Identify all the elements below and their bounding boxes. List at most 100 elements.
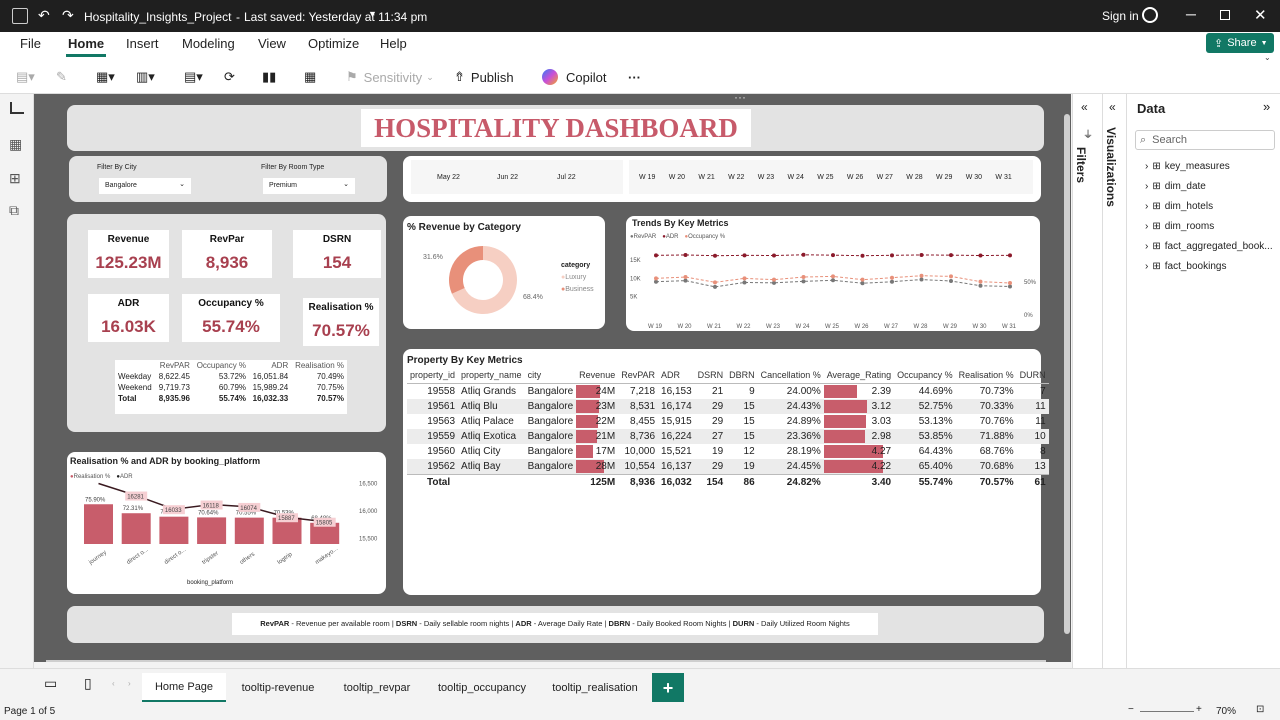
close-icon[interactable]: ✕ xyxy=(1254,7,1267,24)
table-view-icon[interactable]: ▦ xyxy=(9,136,23,152)
maximize-icon[interactable] xyxy=(1220,10,1230,20)
column-header[interactable]: ADR xyxy=(658,367,695,384)
week-item[interactable]: W 28 xyxy=(906,174,923,181)
column-header[interactable]: DURN xyxy=(1016,367,1049,384)
format-painter-icon[interactable]: ✎ xyxy=(56,69,67,84)
transform-icon[interactable]: ▥▾ xyxy=(136,69,155,84)
table-row[interactable]: 19563 Atliq Palace Bangalore 22M 8,455 15,915… xyxy=(407,414,1049,429)
tab-home-page[interactable]: Home Page xyxy=(142,673,226,703)
save-icon[interactable] xyxy=(12,8,28,24)
kpi-revenue[interactable]: Revenue 125.23M xyxy=(88,230,169,278)
legend-business[interactable]: ●Business xyxy=(561,286,594,293)
paste-icon[interactable]: ▤▾ xyxy=(16,69,35,84)
bar-6[interactable] xyxy=(310,522,340,544)
column-header[interactable]: RevPAR xyxy=(618,367,659,384)
tab-scroll-left-icon[interactable]: ‹ xyxy=(112,679,115,688)
table-row[interactable]: 19561 Atliq Blu Bangalore 23M 8,531 16,174 29 1… xyxy=(407,399,1049,414)
week-item[interactable]: W 20 xyxy=(668,174,686,181)
mobile-view-icon[interactable]: ▯ xyxy=(84,675,92,691)
data-point[interactable] xyxy=(949,253,953,258)
sign-in-link[interactable]: Sign in xyxy=(1102,9,1139,23)
data-point[interactable] xyxy=(831,274,835,279)
week-item[interactable]: W 19 xyxy=(639,174,656,181)
data-point[interactable] xyxy=(772,277,776,282)
legend-occupancy[interactable]: ●Occupancy % xyxy=(684,234,725,240)
table-dim_hotels[interactable]: › ⊞ dim_hotels xyxy=(1145,201,1213,212)
week-item[interactable]: W 23 xyxy=(757,174,775,181)
kpi-occupancy[interactable]: Occupancy % 55.74% xyxy=(182,294,280,342)
minimize-icon[interactable]: ─ xyxy=(1186,6,1196,22)
city-filter-dropdown[interactable]: Bangalore ⌄ xyxy=(99,178,191,194)
undo-icon[interactable]: ↶ xyxy=(38,7,50,23)
tab-tooltip-revenue[interactable]: tooltip-revenue xyxy=(241,682,315,694)
bar-2[interactable] xyxy=(159,516,189,544)
menu-file[interactable]: File xyxy=(20,36,41,51)
table-fact_bookings[interactable]: › ⊞ fact_bookings xyxy=(1145,261,1226,272)
get-data-icon[interactable]: ▦▾ xyxy=(96,69,115,84)
column-header[interactable]: Realisation % xyxy=(955,367,1017,384)
column-header[interactable]: city xyxy=(524,367,577,384)
week-item[interactable]: W 27 xyxy=(876,174,893,181)
data-point[interactable] xyxy=(742,276,747,281)
column-header[interactable]: DSRN xyxy=(694,367,727,384)
visual-more-icon[interactable]: ··· xyxy=(734,90,746,104)
data-point[interactable] xyxy=(860,277,865,282)
column-header[interactable]: Cancellation % xyxy=(757,367,824,384)
data-point[interactable] xyxy=(1008,280,1012,285)
sensitivity-button[interactable]: ⚑ Sensitivity ⌄ xyxy=(346,66,434,88)
week-item[interactable]: W 29 xyxy=(936,174,953,181)
expand-icon[interactable]: » xyxy=(1263,99,1271,114)
legend-adr[interactable]: ●ADR xyxy=(662,234,678,240)
data-point[interactable] xyxy=(831,278,835,283)
data-point[interactable] xyxy=(1008,253,1012,258)
data-point[interactable] xyxy=(742,253,747,258)
data-point[interactable] xyxy=(713,284,717,289)
data-point[interactable] xyxy=(919,252,924,257)
data-point[interactable] xyxy=(860,281,865,286)
data-point[interactable] xyxy=(683,275,688,280)
tab-scroll-right-icon[interactable]: › xyxy=(128,679,131,688)
data-point[interactable] xyxy=(978,283,983,288)
add-page-button[interactable]: + xyxy=(652,673,684,703)
column-header[interactable]: property_id xyxy=(407,367,459,384)
fit-page-icon[interactable]: ⊡ xyxy=(1256,704,1265,715)
column-header[interactable]: RevPAR xyxy=(159,361,190,370)
donut-slice-business[interactable] xyxy=(449,246,483,294)
table-fact_aggregated_book[interactable]: › ⊞ fact_aggregated_book... xyxy=(1145,241,1273,252)
data-point[interactable] xyxy=(978,253,983,258)
desktop-view-icon[interactable]: ▭ xyxy=(44,675,58,691)
collapse-ribbon-icon[interactable]: ⌄ xyxy=(1264,53,1271,62)
month-item[interactable]: Jun 22 xyxy=(497,174,519,181)
week-item[interactable]: W 22 xyxy=(728,174,745,181)
data-point[interactable] xyxy=(654,276,658,281)
dax-query-icon[interactable]: ⧉ xyxy=(9,202,19,218)
bar-0[interactable] xyxy=(84,504,113,544)
donut-slice-luxury[interactable] xyxy=(451,246,517,314)
bar-1[interactable] xyxy=(121,513,151,544)
data-point[interactable] xyxy=(919,273,924,278)
data-point[interactable] xyxy=(890,275,894,280)
data-point[interactable] xyxy=(890,279,894,284)
week-item[interactable]: W 25 xyxy=(817,174,834,181)
column-header[interactable]: Occupancy % xyxy=(196,361,247,370)
data-point[interactable] xyxy=(772,280,776,285)
report-view-icon[interactable] xyxy=(10,102,24,114)
visualizations-label[interactable]: Visualizations xyxy=(1103,127,1118,207)
legend-luxury[interactable]: ●Luxury xyxy=(561,274,586,281)
data-point[interactable] xyxy=(713,280,717,285)
month-item[interactable]: Jul 22 xyxy=(557,174,576,181)
month-item[interactable]: May 22 xyxy=(437,174,460,181)
data-point[interactable] xyxy=(949,279,953,283)
tab-tooltip-occupancy[interactable]: tooltip_occupancy xyxy=(437,682,527,694)
collapse-viz-icon[interactable]: « xyxy=(1109,100,1116,114)
menu-help[interactable]: Help xyxy=(380,36,407,51)
menu-home[interactable]: Home xyxy=(66,36,107,57)
data-point[interactable] xyxy=(949,274,953,279)
collapse-filters-icon[interactable]: « xyxy=(1081,100,1088,114)
model-view-icon[interactable]: ⊞ xyxy=(9,170,21,186)
publish-button[interactable]: ⇮ Publish xyxy=(454,66,514,88)
vertical-scrollbar[interactable] xyxy=(1064,114,1070,634)
data-point[interactable] xyxy=(890,253,894,258)
menu-view[interactable]: View xyxy=(258,36,286,51)
chevron-down-icon[interactable]: ▼ xyxy=(368,9,377,19)
